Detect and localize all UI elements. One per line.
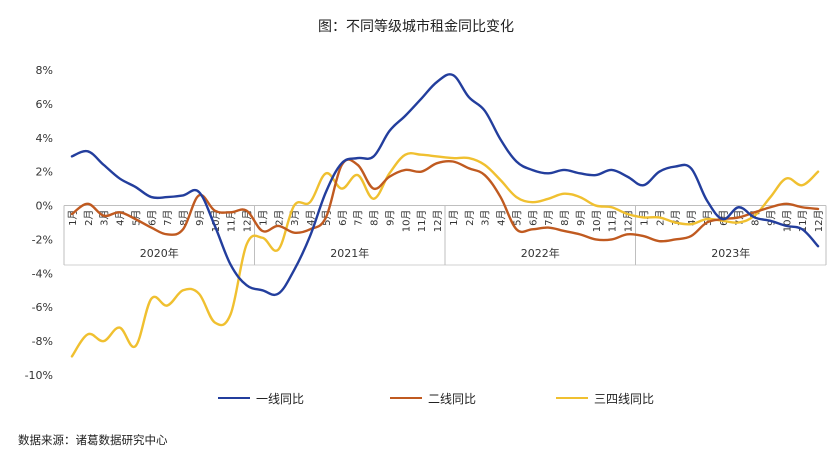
y-tick-label: 8% xyxy=(36,64,53,77)
x-tick-label: 2月 xyxy=(464,210,476,226)
legend-swatch-tier1 xyxy=(218,396,250,400)
legend-swatch-tier34 xyxy=(556,396,588,400)
source-note: 数据来源：诸葛数据研究中心 xyxy=(18,433,168,447)
x-tick-label: 11月 xyxy=(416,210,428,233)
legend-label-tier34: 三四线同比 xyxy=(594,391,655,406)
year-label: 2022年 xyxy=(521,246,560,260)
x-tick-label: 10月 xyxy=(400,210,412,233)
x-tick-label: 7月 xyxy=(162,210,174,226)
y-tick-label: 4% xyxy=(36,132,53,145)
x-tick-label: 10月 xyxy=(591,210,603,233)
y-tick-label: -8% xyxy=(32,335,53,348)
y-tick-label: 2% xyxy=(36,166,53,179)
x-tick-label: 3月 xyxy=(289,210,301,226)
series-line-tier1 xyxy=(70,73,820,297)
x-tick-label: 1月 xyxy=(257,210,269,226)
x-tick-label: 8月 xyxy=(559,210,571,226)
legend-swatch-tier2 xyxy=(390,396,422,400)
x-tick-label: 1月 xyxy=(67,210,79,226)
x-tick-label: 4月 xyxy=(686,210,698,226)
x-tick-label: 4月 xyxy=(496,210,508,226)
legend-item-tier2: 二线同比 xyxy=(390,389,476,407)
legend-item-tier34: 三四线同比 xyxy=(556,389,654,407)
year-label: 2021年 xyxy=(330,246,369,260)
y-axis: 8% 6% 4% 2% 0% -2% -4% -6% -8% -10% xyxy=(25,64,53,382)
x-tick-label: 2月 xyxy=(273,210,285,226)
y-tick-label: -2% xyxy=(32,233,53,246)
x-tick-label: 6月 xyxy=(337,210,349,226)
y-tick-label: -6% xyxy=(32,301,53,314)
series-line-tier34 xyxy=(70,151,820,358)
series-lines xyxy=(70,73,820,358)
y-tick-label: 6% xyxy=(36,98,53,111)
year-label: 2023年 xyxy=(711,246,750,260)
y-tick-label: -4% xyxy=(32,267,53,280)
x-tick-label: 10月 xyxy=(210,210,222,233)
x-tick-label: 11月 xyxy=(797,210,809,233)
x-tick-label: 10月 xyxy=(781,210,793,233)
x-tick-label: 9月 xyxy=(575,210,587,226)
y-tick-label: 0% xyxy=(36,200,53,213)
legend-item-tier1: 一线同比 xyxy=(218,389,304,407)
x-tick-label: 11月 xyxy=(226,210,238,233)
x-tick-label: 12月 xyxy=(432,210,444,233)
y-tick-label: -10% xyxy=(25,369,53,382)
x-tick-label: 6月 xyxy=(527,210,539,226)
x-tick-label: 5月 xyxy=(511,210,523,226)
legend-label-tier1: 一线同比 xyxy=(256,391,305,406)
x-tick-label: 9月 xyxy=(384,210,396,226)
x-tick-label: 3月 xyxy=(480,210,492,226)
x-tick-label: 7月 xyxy=(543,210,555,226)
x-tick-label: 8月 xyxy=(369,210,381,226)
x-tick-label: 3月 xyxy=(99,210,111,226)
x-tick-label: 6月 xyxy=(146,210,158,226)
x-tick-label: 2月 xyxy=(83,210,95,226)
x-tick-label: 1月 xyxy=(448,210,460,226)
series-line-tier2 xyxy=(70,158,820,243)
x-tick-label: 7月 xyxy=(353,210,365,226)
year-label: 2020年 xyxy=(140,246,179,260)
chart-title: 图：不同等级城市租金同比变化 xyxy=(318,19,514,35)
legend-label-tier2: 二线同比 xyxy=(428,391,477,406)
x-tick-label: 12月 xyxy=(813,210,825,233)
x-tick-label: 9月 xyxy=(194,210,206,226)
x-axis: 1月 2月 3月 4月 5月 6月 7月 8月 9月 10月 11月 12月 1月 2月 3月 4月 5月 6月 7… xyxy=(63,205,827,266)
x-tick-label: 11月 xyxy=(607,210,619,233)
